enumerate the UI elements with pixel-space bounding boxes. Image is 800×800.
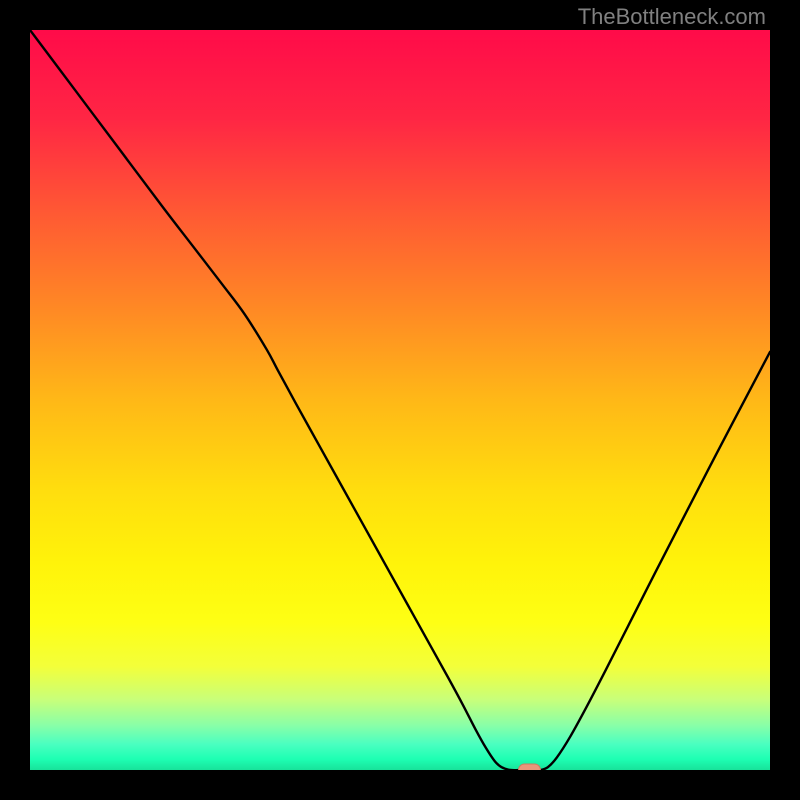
chart-frame: TheBottleneck.com bbox=[0, 0, 800, 800]
watermark-text: TheBottleneck.com bbox=[578, 4, 766, 30]
plot-area bbox=[30, 30, 770, 770]
min-marker bbox=[519, 764, 541, 770]
bottleneck-curve bbox=[30, 30, 770, 770]
curve-layer bbox=[30, 30, 770, 770]
